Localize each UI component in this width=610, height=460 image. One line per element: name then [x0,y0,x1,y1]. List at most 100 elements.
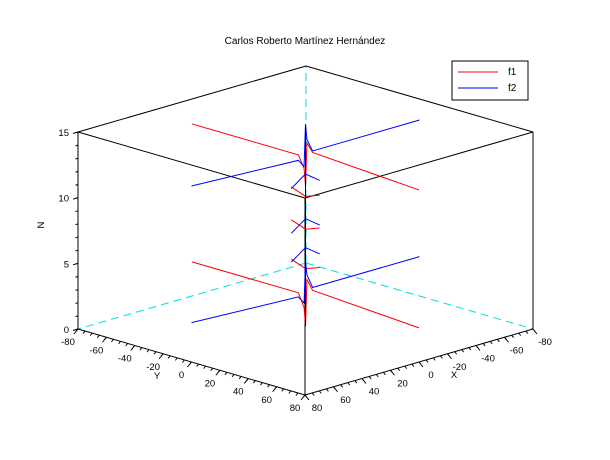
y-minor-tick [238,376,242,380]
x-minor-tick [418,361,422,365]
y-tick-label: -20 [146,362,160,373]
y-minor-tick [146,349,150,353]
x-minor-tick [318,390,322,394]
box-edge [77,131,306,199]
x-minor-tick [333,386,336,390]
y-tick-label: 60 [261,395,272,406]
x-tick-label: 60 [340,395,351,406]
z-tick-label: 15 [58,128,69,139]
y-minor-tick [210,367,214,371]
y-minor-tick [89,332,93,336]
box-edge [77,65,307,133]
z-minor-tick [75,210,79,212]
x-minor-tick [304,394,308,398]
y-minor-tick [82,330,86,334]
z-minor-tick [75,131,79,134]
y-minor-tick [302,394,306,398]
x-minor-tick [382,372,386,376]
x-tick-label: 20 [397,378,408,389]
x-minor-tick [311,392,315,396]
curves [191,119,420,329]
legend-label-f2: f2 [508,83,517,94]
x-tick-label: -80 [538,337,552,348]
axis-ticks: 0 5 10 15 -80 -60 -40 -20 0 20 40 60 80 80 60 40 20 0 -20 -… [58,128,551,414]
y-minor-tick [75,328,79,332]
y-minor-tick [182,359,185,363]
y-minor-tick [245,378,249,382]
box-edge [305,65,534,133]
legend-label-f1: f1 [508,67,517,78]
y-tick-label: 40 [233,387,244,398]
x-minor-tick [390,369,393,374]
x-tick-label: -40 [481,354,495,365]
y-minor-tick [103,336,107,341]
x-minor-tick [496,339,500,343]
x-minor-tick [347,382,351,386]
z-minor-tick [75,315,79,318]
z-minor-tick [75,144,79,147]
y-minor-tick [96,334,100,338]
box-edge [304,131,534,199]
x-minor-tick [325,388,329,392]
y-tick-label: -40 [118,354,132,365]
x-minor-tick [425,359,429,363]
y-minor-tick [167,355,171,359]
z-tick-label: 10 [58,194,69,205]
x-minor-tick [504,336,507,341]
y-tick-label: 0 [179,370,184,381]
x-minor-tick [525,330,529,334]
z-minor-tick [75,249,79,252]
legend: f1 f2 [451,60,529,101]
x-minor-tick [404,365,408,369]
x-minor-tick [340,384,344,388]
x-minor-tick [454,351,458,355]
legend-box [451,60,529,101]
x-minor-tick [368,376,372,380]
z-minor-tick [75,223,79,226]
x-minor-tick [518,332,522,336]
x-minor-tick [439,355,443,359]
y-minor-tick [267,384,270,388]
x-tick-label: 0 [428,370,433,381]
y-minor-tick [288,390,292,394]
y-tick-label: -60 [90,345,104,356]
z-minor-tick [75,197,79,199]
y-minor-tick [231,374,235,378]
y-minor-tick [111,339,114,343]
x-minor-tick [432,357,436,361]
y-minor-tick [139,347,143,351]
x-minor-tick [461,349,465,353]
z-minor-tick [75,157,79,160]
z-minor-tick [75,275,79,278]
x-tick-label: -60 [510,345,524,356]
y-minor-tick [252,380,256,384]
y-minor-tick [260,382,263,386]
z-tick-label: 5 [64,259,69,270]
y-minor-tick [132,345,136,349]
z-minor-tick [75,289,79,291]
x-minor-tick [447,353,450,357]
x-minor-tick [482,343,486,347]
x-tick-label: 80 [312,403,323,414]
x-minor-tick [411,363,415,367]
y-tick-label: 20 [205,378,216,389]
y-minor-tick [203,365,207,369]
chart-title: Carlos Roberto Martínez Hernández [225,36,386,47]
z-axis-label: N [36,221,47,228]
x-axis-label: X [451,370,458,381]
series-f2-line [191,119,420,187]
z-minor-tick [75,262,79,265]
x-minor-tick [354,380,358,384]
hidden-edge [77,262,307,330]
y-axis-label: Y [154,371,161,382]
z-minor-tick [75,184,79,186]
y-minor-tick [196,363,199,367]
z-minor-tick [75,236,79,239]
z-minor-tick [75,170,79,173]
x-minor-tick [475,345,479,349]
x-tick-label: -20 [453,362,467,373]
x-minor-tick [532,328,536,332]
y-tick-label: 80 [290,403,301,414]
